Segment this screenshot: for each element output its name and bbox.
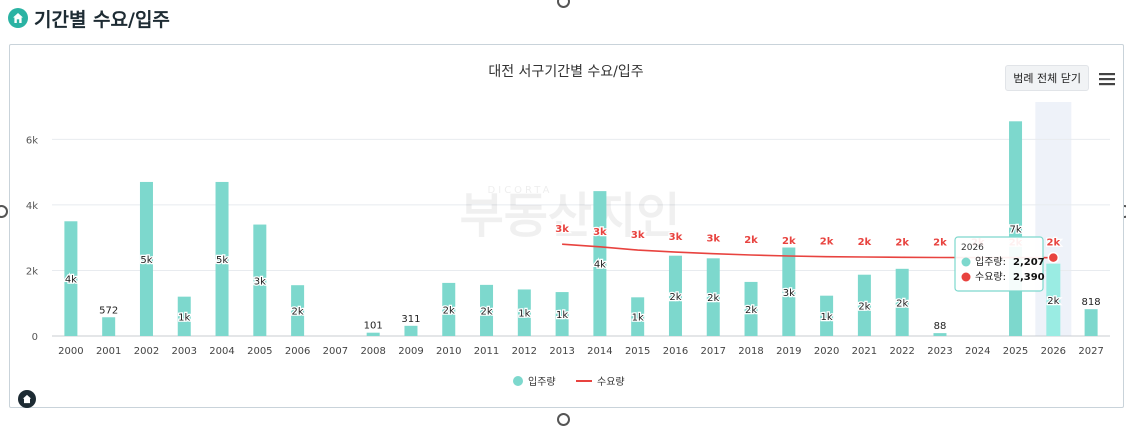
- resize-handle-left[interactable]: [0, 205, 8, 218]
- chart-toolbar: 범례 전체 닫기: [1005, 65, 1115, 91]
- page-title: 기간별 수요/입주: [34, 8, 170, 31]
- legend-toggle-button[interactable]: 범례 전체 닫기: [1005, 65, 1089, 91]
- page-header: 기간별 수요/입주: [8, 6, 170, 31]
- home-icon[interactable]: [8, 8, 28, 28]
- hamburger-menu-icon[interactable]: [1099, 71, 1115, 86]
- chart-container: 범례 전체 닫기: [9, 44, 1124, 408]
- resize-handle-top[interactable]: [557, 0, 570, 8]
- resize-handle-bottom[interactable]: [557, 413, 570, 426]
- brand-logo-icon: [18, 390, 36, 408]
